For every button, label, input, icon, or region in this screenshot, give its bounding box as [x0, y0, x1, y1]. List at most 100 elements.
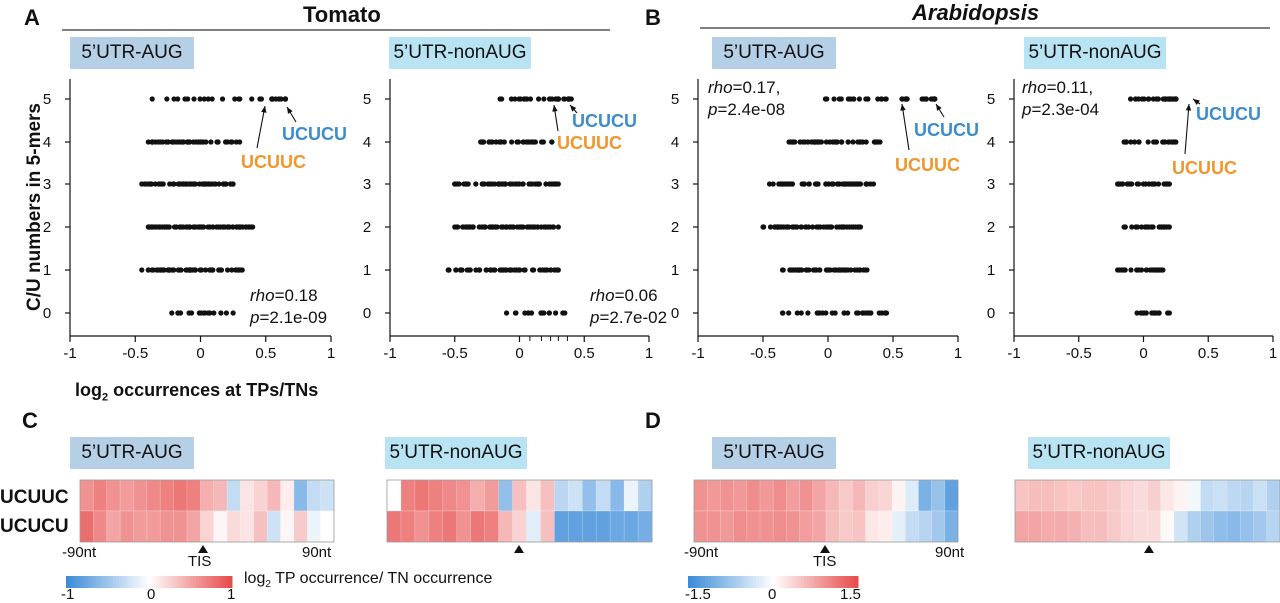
heatmap-cell: [746, 479, 761, 512]
colorbar-d-segment: [815, 576, 819, 588]
ann-ucucu-arab-aug: UCUCU: [914, 120, 979, 140]
heatmap-cell: [253, 510, 268, 543]
data-point: [834, 139, 840, 145]
data-point: [1150, 96, 1156, 102]
data-point: [528, 310, 535, 316]
data-point: [217, 224, 223, 230]
colorbar-d-segment: [821, 576, 825, 588]
data-point: [809, 224, 816, 230]
heatmap-cell: [623, 479, 639, 512]
heatmap-cell: [253, 479, 268, 512]
heatmap-cell: [200, 479, 215, 512]
data-point: [486, 139, 492, 145]
rho-value: =0.18: [274, 286, 318, 305]
data-point: [823, 139, 829, 145]
data-point: [1136, 139, 1142, 145]
colorbar-d-segment: [787, 576, 791, 588]
data-point: [163, 139, 169, 145]
colorbar-d-segment: [778, 576, 782, 588]
data-point: [816, 267, 822, 273]
heatmap-cell: [213, 510, 228, 543]
data-point: [225, 224, 231, 230]
data-point: [798, 310, 804, 316]
x-axis-label-sub: 2: [102, 391, 109, 404]
colorbar-c-title: log2 TP occurrence/ TN occurrence: [244, 570, 492, 590]
colorbar-d-segment: [773, 576, 777, 588]
heatmap-cell: [386, 479, 402, 512]
colorbar-c-segment: [220, 576, 225, 588]
data-point: [517, 267, 523, 273]
data-point: [185, 224, 191, 230]
heatmap-row-label-1: UCUUC: [0, 487, 69, 508]
data-point: [849, 181, 856, 187]
panel-letter-d: D: [645, 408, 661, 433]
colorbar-c-segment: [88, 576, 92, 588]
colorbar-d-segment: [764, 576, 768, 588]
data-point: [180, 139, 186, 145]
heatmap-cell: [484, 510, 500, 543]
x-axis-label: log2 occurrences at TPs/TNs: [75, 380, 318, 404]
heatmap-cell: [159, 510, 175, 543]
colorbar-c-segment: [115, 576, 120, 588]
heatmap-cell: [512, 479, 528, 512]
x-tick-label: 1: [1269, 345, 1277, 362]
heatmap-cell: [280, 510, 295, 543]
data-point: [509, 181, 515, 187]
colorbar-d-segment: [727, 576, 731, 588]
data-point: [202, 310, 208, 316]
data-point: [1128, 139, 1134, 145]
data-point: [487, 181, 493, 187]
heatmap-row-label-2: UCUCU: [0, 516, 69, 537]
colorbar-c-segment: [77, 576, 81, 588]
data-point: [155, 267, 161, 273]
data-point: [550, 224, 556, 230]
heatmap-cell: [1239, 510, 1255, 543]
data-point: [543, 181, 549, 187]
x-tick-label: -0.5: [1066, 345, 1092, 362]
data-point: [175, 310, 181, 316]
data-point: [495, 181, 501, 187]
heatmap-cell: [706, 479, 722, 512]
heatmap-cell: [825, 479, 840, 512]
y-tick-label: 1: [671, 262, 679, 279]
data-point: [473, 267, 479, 273]
heatmap-cell: [581, 510, 597, 543]
colorbar-d-segment: [699, 576, 703, 588]
colorbar-d-segment: [741, 576, 746, 588]
heatmap-cell: [119, 510, 135, 543]
data-point: [797, 139, 803, 145]
data-point: [1173, 139, 1179, 145]
label-c-nonaug: 5’UTR-nonAUG: [385, 437, 527, 469]
colorbar-d-segment: [795, 576, 799, 588]
data-point: [863, 310, 869, 316]
heatmap-cell: [173, 479, 188, 512]
heatmap-cell: [1266, 479, 1280, 512]
data-point: [1132, 139, 1138, 145]
data-point: [878, 96, 885, 102]
data-point: [145, 224, 151, 230]
heatmap-cell: [240, 510, 255, 543]
data-point: [760, 224, 766, 230]
highlight-point: [1173, 96, 1179, 102]
heatmap-cell: [1080, 479, 1096, 512]
heatmap-cell: [1054, 479, 1069, 512]
arrow-ucuuc-arab-nonaug: [1184, 103, 1190, 155]
y-tick-label: 5: [671, 91, 679, 108]
heatmap-cell: [759, 479, 774, 512]
colorbar-c-segment: [176, 576, 180, 588]
data-point: [232, 96, 238, 102]
data-point: [519, 224, 525, 230]
colorbar-c-segment: [171, 576, 175, 588]
heatmap-cell: [266, 479, 282, 512]
data-point: [216, 181, 222, 187]
data-point: [836, 96, 842, 102]
data-point: [877, 139, 883, 145]
colorbar-d-segment: [719, 576, 723, 588]
y-tick-label: 3: [671, 176, 679, 193]
heatmap-cell: [772, 510, 788, 543]
data-point: [846, 224, 852, 230]
heatmap-cell: [240, 479, 255, 512]
y-tick-label: 4: [43, 134, 51, 151]
colorbar-d-segment: [775, 576, 780, 588]
colorbar-c-segment: [226, 576, 230, 588]
